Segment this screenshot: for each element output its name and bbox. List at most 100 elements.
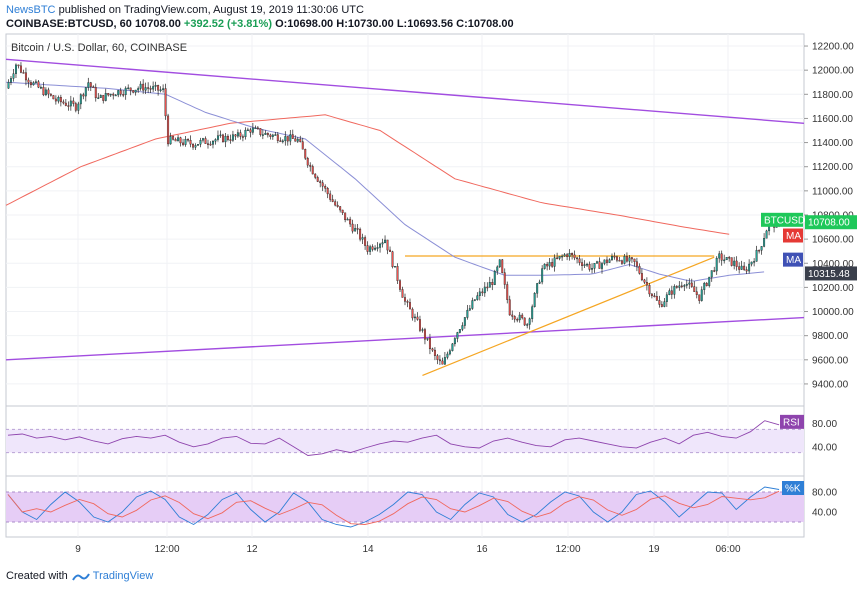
- candle-body: [67, 105, 70, 107]
- brand-link[interactable]: NewsBTC: [6, 4, 56, 16]
- candle-body: [633, 258, 636, 262]
- candle-body: [104, 93, 107, 101]
- candle-body: [202, 138, 204, 141]
- candle-body: [234, 134, 237, 137]
- published-text: published on TradingView.com, August 19,…: [58, 4, 364, 16]
- candle-body: [391, 251, 394, 267]
- chart-svg[interactable]: 12200.00 12000.00 11800.00 11600.00 11400.00…: [0, 32, 860, 567]
- x-tick-label: 06:00: [715, 544, 740, 555]
- candle-body: [401, 289, 404, 298]
- candle-body: [728, 257, 731, 259]
- candle-body: [94, 87, 97, 99]
- candle-body: [32, 82, 35, 86]
- candle-body: [463, 317, 466, 326]
- candle-body: [102, 95, 105, 101]
- candle-body: [112, 93, 115, 96]
- tradingview-link[interactable]: TradingView: [92, 570, 154, 582]
- candle-body: [421, 329, 424, 331]
- candle-body: [613, 255, 616, 258]
- candle-body: [291, 134, 294, 139]
- candle-body: [49, 93, 52, 96]
- btcusd-price-tag-text: 10708.00: [808, 218, 850, 229]
- candle-body: [264, 132, 267, 135]
- price-value: 10708.00: [134, 18, 181, 30]
- candle-body: [496, 266, 499, 272]
- candle-body: [284, 136, 287, 142]
- candle-body: [134, 89, 137, 93]
- candle-body: [411, 308, 414, 319]
- candle-body: [765, 230, 768, 239]
- candle-body: [331, 199, 334, 202]
- candle-body: [164, 88, 167, 117]
- trendline-lower: [5, 316, 805, 361]
- candle-body: [249, 129, 252, 133]
- ma-blue-price-tag-text: 10315.48: [808, 269, 850, 280]
- candles: [7, 62, 781, 365]
- y-tick-label: 9600.00: [812, 355, 849, 366]
- candle-body: [705, 282, 708, 286]
- candle-body: [713, 270, 716, 272]
- candle-body: [414, 316, 416, 319]
- candle-body: [159, 89, 162, 91]
- candle-body: [461, 325, 464, 330]
- candle-body: [214, 139, 217, 142]
- candle-body: [162, 88, 165, 90]
- candle-body: [356, 228, 359, 230]
- candle-body: [82, 94, 85, 97]
- candle-body: [538, 281, 541, 284]
- candle-body: [109, 93, 112, 96]
- candle-body: [149, 88, 152, 90]
- candle-body: [715, 257, 718, 272]
- candle-body: [381, 242, 384, 245]
- candle-body: [122, 94, 125, 96]
- rsi-line: [7, 420, 780, 456]
- grid: [6, 34, 804, 537]
- candle-body: [718, 253, 721, 259]
- candle-body: [608, 259, 611, 263]
- candle-body: [573, 254, 576, 259]
- candle-body: [528, 318, 531, 325]
- high-value: 10730.00: [347, 18, 394, 30]
- candle-body: [648, 285, 651, 295]
- candle-body: [680, 285, 683, 288]
- candle-body: [750, 261, 753, 265]
- candle-body: [675, 286, 678, 288]
- y-tick-label: 11600.00: [812, 114, 853, 125]
- candle-body: [541, 268, 544, 283]
- candle-body: [693, 286, 696, 292]
- x-tick-label: 12: [246, 544, 258, 555]
- candle-body: [219, 134, 222, 137]
- candle-body: [703, 282, 706, 290]
- candle-body: [154, 84, 157, 87]
- candle-body: [119, 90, 122, 95]
- candle-body: [423, 329, 426, 340]
- candle-body: [551, 262, 554, 267]
- candle-body: [12, 73, 15, 79]
- low-label: L:: [396, 18, 408, 30]
- candle-body: [27, 79, 30, 83]
- btcusd-price-tag-box: [805, 215, 857, 230]
- trendline-upper: [5, 58, 805, 124]
- candle-body: [426, 338, 429, 340]
- candle-body: [406, 301, 409, 303]
- candle-body: [493, 271, 496, 285]
- candle-body: [556, 257, 559, 260]
- candle-body: [79, 94, 82, 105]
- candle-body: [231, 134, 234, 141]
- candle-body: [59, 97, 62, 103]
- candle-body: [638, 265, 641, 274]
- candle-body: [306, 158, 309, 166]
- rsi-tick-label: 40.00: [812, 442, 837, 453]
- y-tick-label: 10000.00: [812, 307, 854, 318]
- stoch-tick-label: 40.00: [812, 508, 837, 519]
- ma-blue-tag-box: [783, 252, 803, 267]
- candle-body: [371, 246, 374, 250]
- y-tick-label: 10200.00: [812, 283, 854, 294]
- candle-body: [241, 136, 244, 138]
- candle-body: [212, 141, 214, 145]
- y-tick-label: 9800.00: [812, 331, 849, 342]
- candle-body: [740, 265, 743, 270]
- candle-body: [224, 135, 227, 143]
- candle-body: [89, 82, 92, 87]
- rsi-tag-box: [780, 414, 804, 429]
